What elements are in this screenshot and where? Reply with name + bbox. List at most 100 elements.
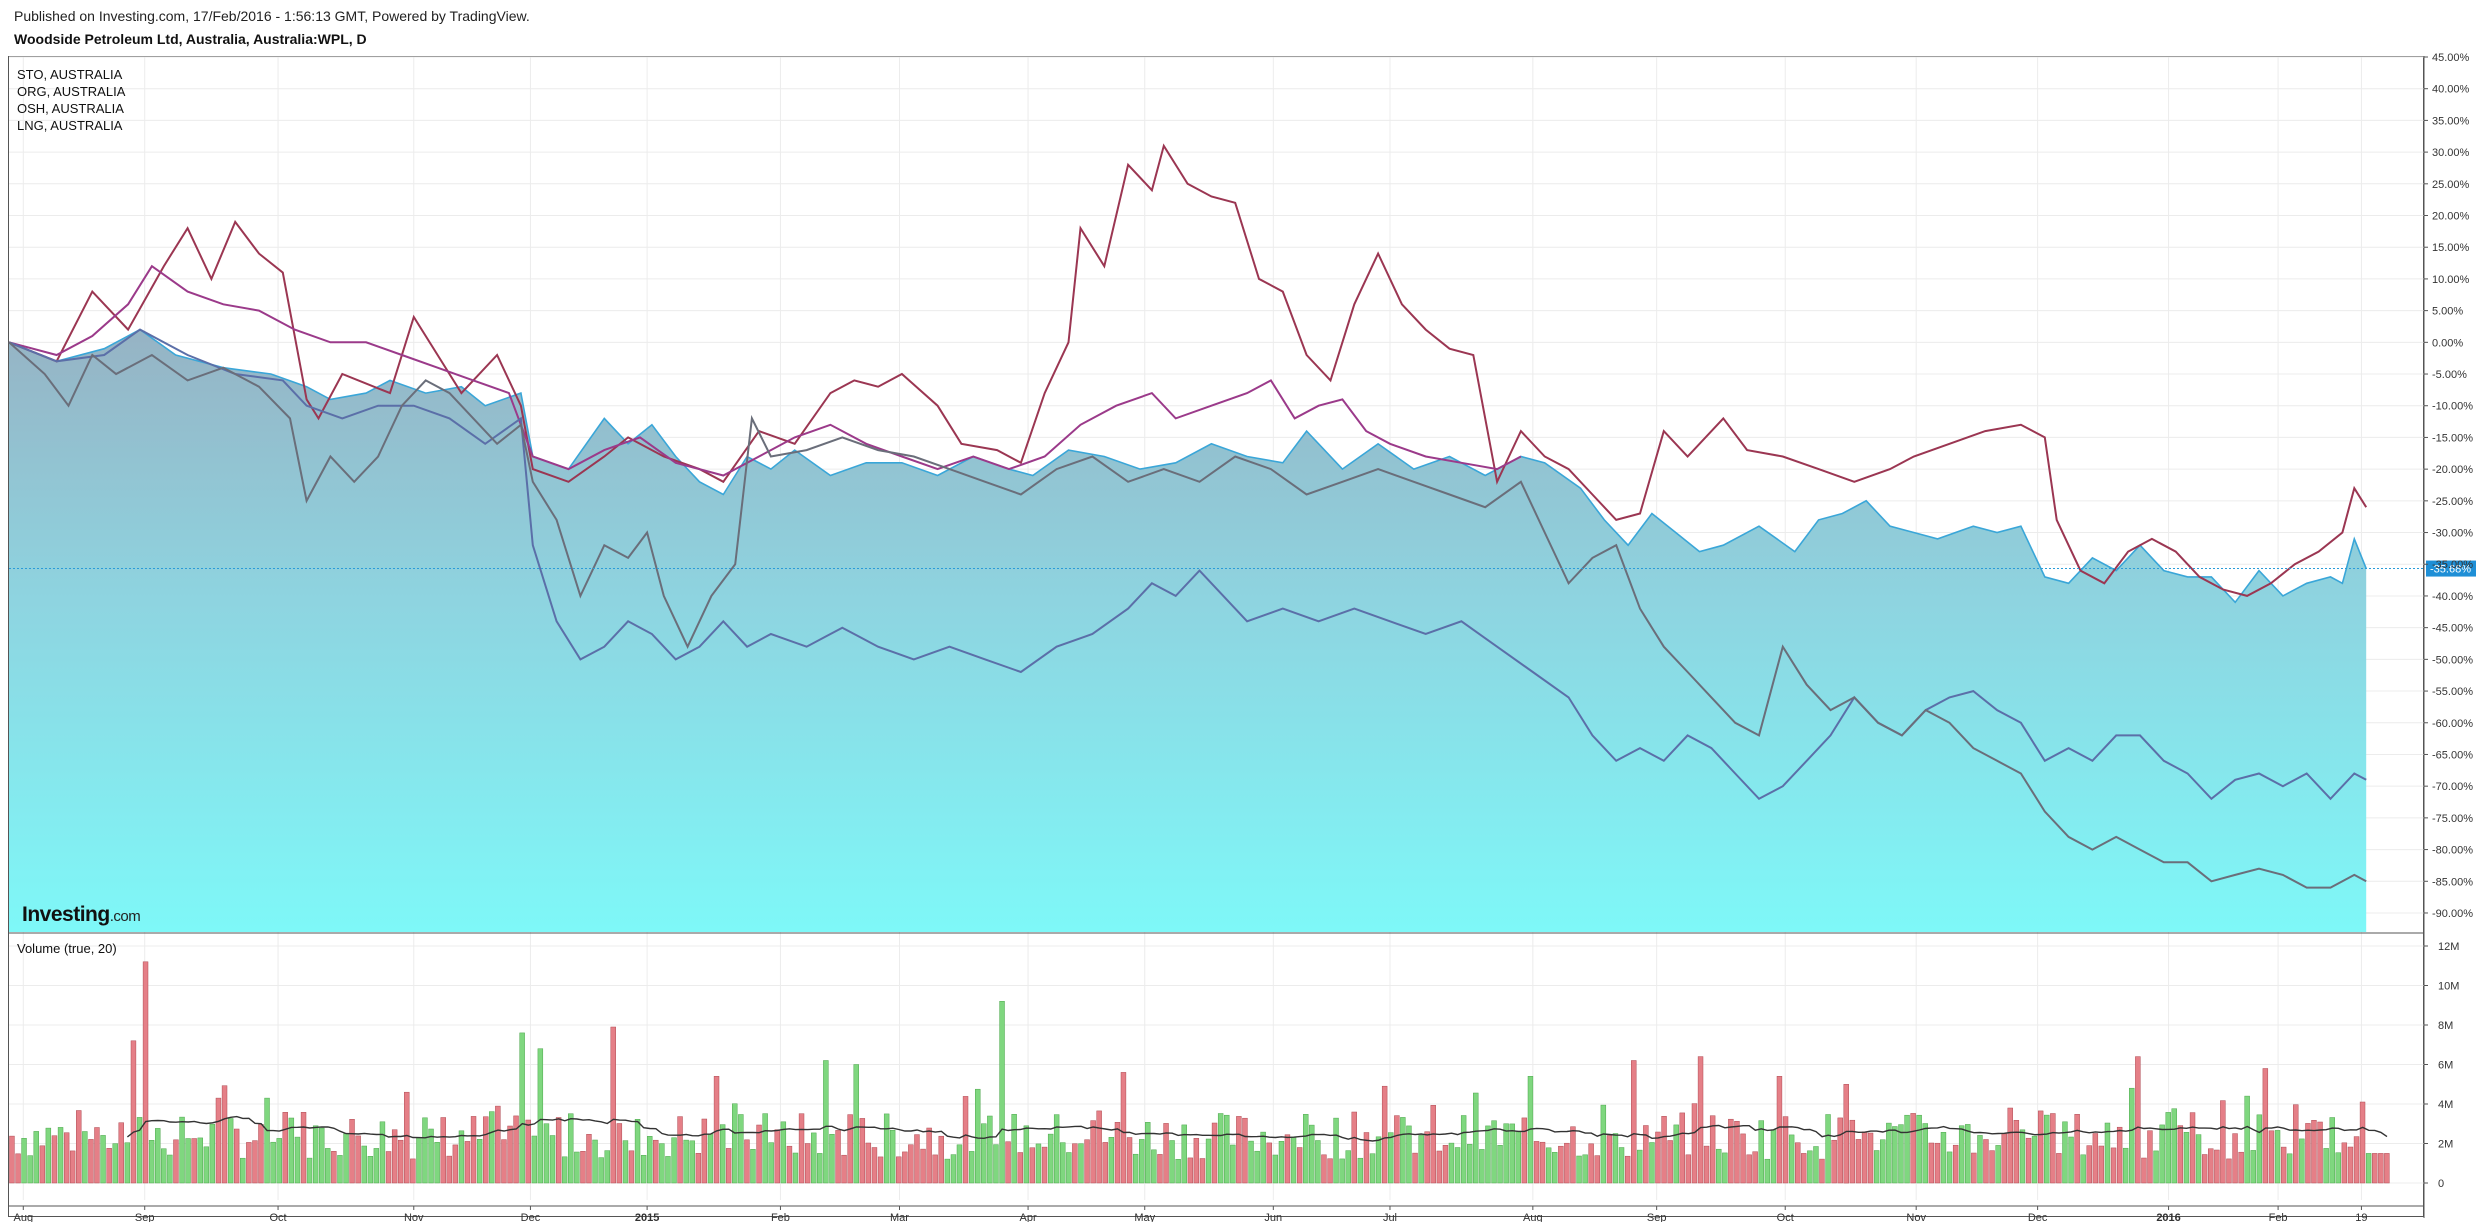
volume-bar [2110,1147,2117,1184]
volume-bar [2116,1126,2123,1184]
volume-bar [756,1124,762,1184]
volume-bar [1284,1134,1291,1184]
volume-bar [1321,1154,1327,1184]
volume-bar [1327,1158,1333,1184]
x-tick-label: Jul [1383,1212,1397,1222]
time-axis: Aug Sep Oct Nov Dec 2015 Feb Mar Apr May Jun Jul Aug… [13,1206,2368,1222]
volume-bar [847,1114,853,1184]
volume-bar [1351,1111,1357,1184]
volume-bar [1485,1125,1491,1184]
volume-bar [464,1141,471,1184]
x-tick-label: Dec [521,1212,541,1222]
volume-bar [185,1138,191,1184]
volume-bar [483,1116,489,1184]
legend-item-lng[interactable]: LNG, AUSTRALIA [17,118,123,133]
volume-bar [179,1116,185,1184]
volume-bar [525,1119,531,1184]
y-tick-label: 25.00% [2432,179,2470,191]
volume-bar [1424,1131,1430,1184]
legend: STO, AUSTRALIA ORG, AUSTRALIA OSH, AUSTR… [17,66,125,134]
volume-bar [1819,1158,1825,1184]
volume-bar [1716,1148,1722,1184]
x-tick-label: Nov [1906,1212,1926,1222]
volume-bar [677,1116,683,1184]
volume-bar [1983,1139,1989,1184]
volume-bar [744,1139,750,1184]
x-tick-label: 2016 [2156,1212,2180,1222]
volume-bar [1849,1119,1856,1184]
volume-bar [1357,1157,1364,1184]
volume-bar [1612,1133,1619,1184]
volume-bar [975,1088,981,1184]
investing-logo: Investing.com [22,903,141,927]
volume-bar [598,1157,604,1184]
volume-bar [2037,1110,2044,1184]
x-tick-label: Aug [1523,1212,1543,1222]
volume-bar [1394,1115,1400,1184]
price-y-axis: 45.00% 40.00% 35.00% 30.00% 25.00% 20.00% 15.0… [2424,52,2473,920]
volume-bar [215,1097,222,1184]
volume-bar [707,1133,714,1184]
volume-bar [987,1115,993,1184]
volume-bar [422,1117,428,1184]
volume-bar [896,1156,902,1184]
y-tick-label: -20.00% [2432,464,2473,476]
volume-bar [88,1139,94,1184]
volume-bar [1697,1056,1704,1184]
volume-bar [385,1151,392,1184]
volume-bar [246,1142,252,1184]
volume-bar [1412,1152,1418,1184]
volume-bar [647,1136,653,1184]
volume-bar [2050,1113,2056,1184]
volume-bar [1685,1154,1692,1184]
volume-bar [1230,1144,1236,1184]
volume-bar [1910,1113,1916,1184]
legend-item-org[interactable]: ORG, AUSTRALIA [17,84,126,99]
y-tick-label: -75.00% [2432,813,2473,825]
legend-item-sto[interactable]: STO, AUSTRALIA [17,67,123,82]
volume-bar [908,1144,914,1184]
volume-bar [780,1121,787,1184]
volume-bar [507,1125,513,1184]
volume-bar [829,1134,835,1184]
volume-bar [1248,1140,1254,1184]
volume-bar [871,1147,878,1184]
volume-bar [1594,1155,1600,1184]
volume-bar [294,1136,301,1184]
volume-bar [1090,1120,1096,1184]
volume-bar [1254,1150,1260,1184]
volume-bar [1734,1121,1740,1184]
volume-bar [1515,1130,1521,1184]
volume-bar [1673,1124,1679,1184]
volume-bar [1922,1123,1928,1184]
volume-bar [1497,1145,1503,1184]
volume-bar [2365,1153,2372,1184]
volume-bar [1934,1142,1941,1184]
volume-bar [817,1153,823,1184]
volume-bar [792,1152,799,1184]
volume-bar [312,1125,319,1184]
volume-bar [640,1155,647,1184]
y-tick-label: 30.00% [2432,147,2470,159]
legend-item-osh[interactable]: OSH, AUSTRALIA [17,101,124,116]
volume-bar [1989,1150,1995,1184]
volume-bar [2159,1124,2165,1184]
volume-bar [1199,1158,1206,1184]
volume-bar [1339,1158,1345,1184]
y-tick-label: -25.00% [2432,496,2473,508]
volume-bar [1795,1142,1801,1184]
volume-bar [319,1127,325,1184]
volume-bar [798,1113,805,1184]
x-tick-label: Oct [269,1212,286,1222]
volume-bar [2335,1152,2341,1184]
y-tick-label: 5.00% [2432,306,2463,318]
volume-bar [1855,1139,1862,1184]
volume-bar [604,1150,610,1184]
volume-bar [203,1146,210,1184]
volume-bar [1904,1114,1910,1184]
volume-bar [1467,1144,1473,1184]
volume-bar [653,1139,659,1184]
volume-bar [2165,1112,2171,1184]
volume-bar [2311,1120,2317,1184]
